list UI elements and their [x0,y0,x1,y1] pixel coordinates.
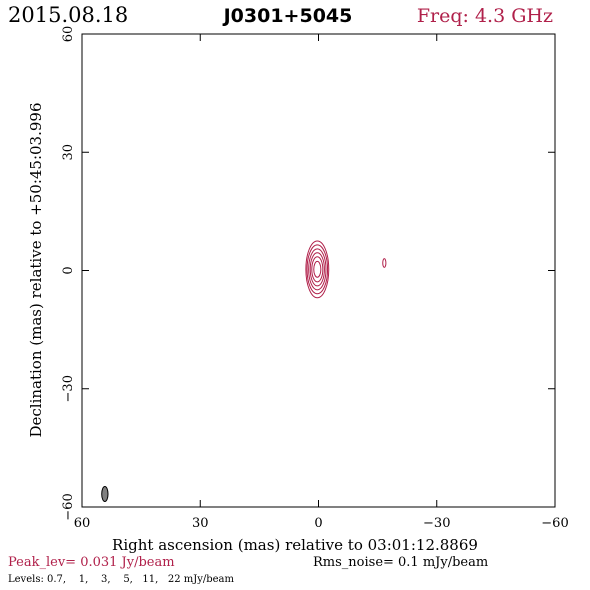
y-tick-label: 0 [61,266,76,274]
contour-core [313,260,322,278]
contour-core [311,256,324,283]
contour-core [305,240,330,299]
x-tick-label: 0 [314,516,322,531]
y-tick-label: −30 [61,375,76,402]
y-tick-label: −60 [61,493,76,520]
axis-ticks [81,33,556,508]
x-tick-label: 60 [74,516,91,531]
contour-levels: Levels: 0.7, 1, 3, 5, 11, 22 mJy/beam [8,574,235,585]
rms-noise: Rms_noise= 0.1 mJy/beam [313,555,488,570]
contour-core [309,252,325,287]
beam-shape [101,486,109,502]
contour-lines [305,240,387,299]
beam-ellipse [101,486,109,502]
x-tick-labels: 60 30 0 −30 −60 [74,516,569,531]
y-tick-label: 60 [61,26,76,43]
contour-knot [382,258,387,268]
frequency-label: Freq: 4.3 GHz [417,5,553,27]
x-tick-label: −60 [541,516,568,531]
x-axis-label: Right ascension (mas) relative to 03:01:… [112,536,478,554]
y-axis-label: Declination (mas) relative to +50:45:03.… [27,102,45,437]
plot-frame [81,33,556,508]
x-tick-label: 30 [192,516,209,531]
observation-date: 2015.08.18 [8,3,128,27]
y-tick-labels: −60 −30 0 30 60 [61,26,76,521]
contour-core [306,244,329,295]
y-tick-label: 30 [61,144,76,161]
x-tick-label: −30 [423,516,450,531]
source-name: J0301+5045 [222,5,353,27]
peak-level: Peak_lev= 0.031 Jy/beam [8,555,175,570]
contour-core [308,248,327,291]
